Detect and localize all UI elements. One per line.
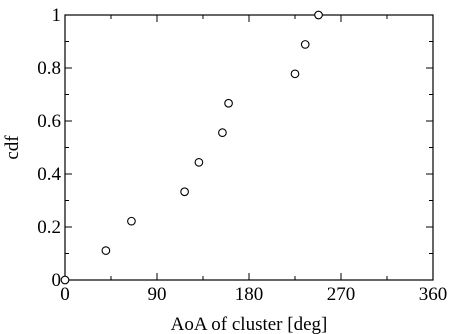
plot-frame	[64, 14, 434, 281]
data-point	[218, 128, 227, 138]
data-point	[60, 275, 70, 285]
data-point	[290, 69, 300, 79]
data-point	[180, 187, 189, 197]
y-tick-label: 0.6	[37, 111, 61, 132]
y-tick-label: 0.4	[37, 164, 61, 185]
y-tick-label: 1	[52, 5, 62, 26]
y-axis-title: cdf	[2, 135, 23, 160]
x-tick-label: 90	[148, 284, 167, 305]
y-tick-label: 0.2	[37, 217, 61, 238]
tick-labels: 0 90 180 270 360 0 0.2 0.4 0.6 0.8 1	[37, 5, 447, 305]
y-tick-label: 0	[52, 270, 62, 291]
data-point	[300, 40, 310, 49]
y-tick-label: 0.8	[37, 58, 61, 79]
data-points	[60, 10, 323, 285]
data-point	[101, 246, 111, 255]
x-axis-title: AoA of cluster [deg]	[171, 314, 328, 334]
tick-marks	[64, 14, 434, 281]
x-tick-label: 0	[60, 284, 70, 305]
x-tick-label: 360	[419, 284, 448, 305]
x-tick-label: 270	[327, 284, 356, 305]
data-point	[314, 10, 323, 20]
data-point	[194, 157, 204, 167]
data-point	[224, 98, 233, 108]
data-point	[127, 216, 136, 226]
x-tick-label: 180	[235, 284, 264, 305]
